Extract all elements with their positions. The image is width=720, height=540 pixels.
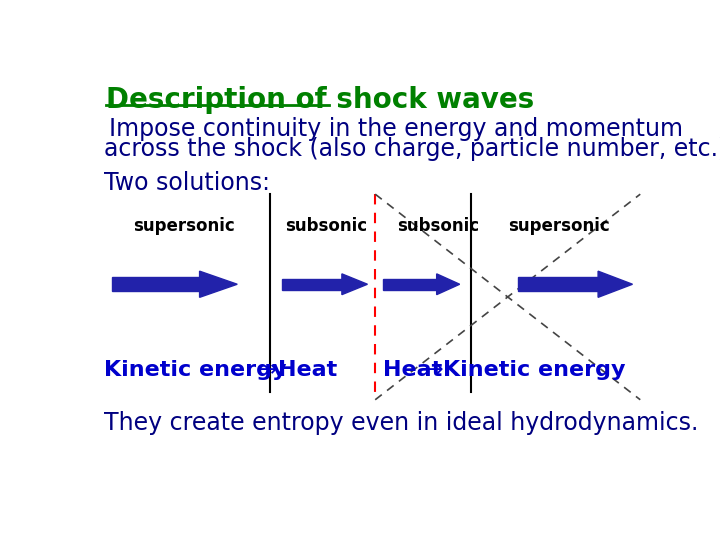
Text: Kinetic energy: Kinetic energy [104,360,287,380]
Text: Two solutions:: Two solutions: [104,171,270,195]
Text: →: → [259,360,278,380]
Polygon shape [383,279,436,290]
Text: supersonic: supersonic [508,217,611,235]
Polygon shape [518,277,598,292]
Text: subsonic: subsonic [285,217,367,235]
Text: supersonic: supersonic [132,217,235,235]
Polygon shape [282,279,342,290]
Polygon shape [436,274,459,295]
Text: They create entropy even in ideal hydrodynamics.: They create entropy even in ideal hydrod… [104,411,698,435]
Polygon shape [342,274,367,295]
Text: Heat: Heat [383,360,442,380]
Text: across the shock (also charge, particle number, etc.).: across the shock (also charge, particle … [104,137,720,161]
Text: Impose continuity in the energy and momentum: Impose continuity in the energy and mome… [109,117,683,141]
Text: →: → [425,360,444,380]
Text: Kinetic energy: Kinetic energy [444,360,626,380]
Text: Heat: Heat [277,360,337,380]
Text: Description of shock waves: Description of shock waves [106,86,534,114]
Polygon shape [112,277,199,292]
Polygon shape [199,271,238,298]
Text: subsonic: subsonic [397,217,479,235]
Polygon shape [598,271,632,298]
